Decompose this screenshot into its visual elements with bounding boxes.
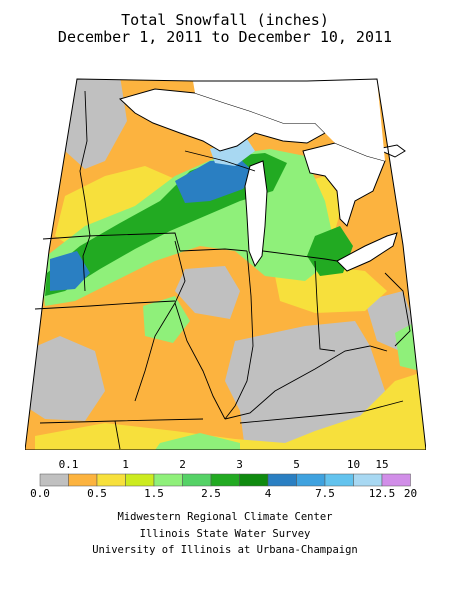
- boundary-in-oh: [314, 260, 336, 352]
- boundary-mn-ia: [42, 232, 181, 252]
- legend-label: 5: [293, 458, 300, 471]
- legend-swatch: [353, 473, 383, 487]
- boundary-ky-tn: [239, 400, 404, 424]
- lake-erie: [336, 232, 398, 272]
- canada-land: [193, 79, 385, 161]
- legend-swatch: [239, 473, 269, 487]
- legend-label: 0.0: [30, 487, 50, 500]
- legend-swatch: [381, 473, 411, 487]
- legend-swatch: [153, 473, 183, 487]
- boundary-il-in: [224, 250, 254, 420]
- boundary-oh-east: [384, 272, 411, 347]
- boundary-mo-south: [114, 420, 121, 450]
- legend-label: 15: [375, 458, 389, 471]
- zone-paleblue-upper-peninsula: [210, 136, 255, 166]
- zone-yellow-south: [35, 371, 426, 450]
- zone-lightgreen-south: [155, 433, 240, 450]
- state-boundaries: [34, 90, 411, 450]
- map-canvas: [24, 78, 427, 451]
- zone-blue-wisconsin: [175, 159, 255, 203]
- legend-label: 1: [122, 458, 129, 471]
- legend-swatch: [210, 473, 240, 487]
- legend-label: 3: [236, 458, 243, 471]
- legend-swatch: [296, 473, 326, 487]
- legend-swatch: [324, 473, 354, 487]
- zone-gray-southwest: [25, 336, 105, 421]
- lake-michigan: [244, 160, 268, 268]
- boundary-mi-oh: [262, 250, 338, 262]
- boundary-mn-wi: [79, 90, 91, 292]
- credit-line-3: University of Illinois at Urbana-Champai…: [92, 544, 358, 556]
- map-subtitle: December 1, 2011 to December 10, 2011: [57, 28, 393, 46]
- legend-swatch: [267, 473, 297, 487]
- boundary-il-west: [174, 240, 226, 420]
- credit-line-1: Midwestern Regional Climate Center: [117, 511, 333, 523]
- legend-label: 2.5: [201, 487, 221, 500]
- boundary-upper-peninsula: [184, 150, 256, 172]
- legend-swatch: [125, 473, 155, 487]
- zone-gray-north: [65, 79, 127, 169]
- legend-colorbar: [39, 473, 411, 487]
- region-outline: [24, 78, 427, 451]
- boundary-mississippi: [134, 302, 176, 402]
- boundary-ia-mo: [34, 300, 176, 310]
- map-title: Total Snowfall (inches): [121, 11, 329, 29]
- credit-line-2: Illinois State Water Survey: [139, 528, 311, 540]
- legend-swatch: [96, 473, 126, 487]
- legend-label: 12.5: [368, 487, 396, 500]
- legend-label: 7.5: [315, 487, 335, 500]
- legend-label: 2: [179, 458, 186, 471]
- zone-lightgreen-central: [143, 296, 190, 343]
- legend-label: 20: [403, 487, 418, 500]
- legend-label: 10: [346, 458, 361, 471]
- snowfall-map: [24, 51, 427, 451]
- legend-swatch: [182, 473, 212, 487]
- boundary-ohio-river: [224, 345, 388, 420]
- zone-gray-central: [175, 266, 240, 319]
- lake-huron: [302, 142, 386, 227]
- zone-blue-minnesota: [50, 251, 90, 291]
- legend-label: 4: [264, 487, 272, 500]
- legend-label: 0.5: [87, 487, 107, 500]
- legend-swatch: [68, 473, 98, 487]
- legend-label: 1.5: [144, 487, 164, 500]
- lake-superior: [119, 88, 326, 152]
- boundary-wi-il: [179, 248, 248, 252]
- legend-swatch: [39, 473, 69, 487]
- legend-label: 0.1: [58, 458, 79, 471]
